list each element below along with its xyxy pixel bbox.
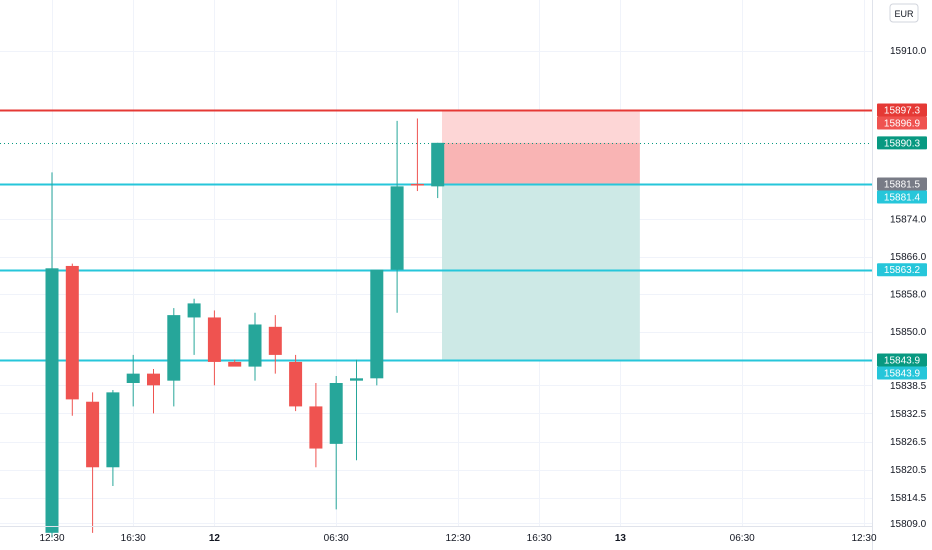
price-tick-label: 15820.5	[890, 465, 927, 476]
price-tick-label: 15809.0	[890, 519, 927, 530]
time-tick-label: 12:30	[39, 533, 64, 544]
candle[interactable]	[431, 142, 445, 199]
candle-body[interactable]	[248, 324, 262, 367]
price-badge-bg	[877, 263, 927, 277]
candle-body[interactable]	[126, 373, 140, 383]
candle[interactable]	[187, 298, 201, 355]
price-badge: 15863.2	[877, 263, 927, 277]
time-tick-label: 13	[615, 533, 627, 544]
candles-layer[interactable]	[45, 118, 445, 538]
candle-body[interactable]	[410, 184, 424, 186]
price-badge: 15897.3	[877, 103, 927, 117]
price-tick-label: 15910.0	[890, 46, 927, 57]
candle-body[interactable]	[350, 378, 363, 381]
price-badge-label: 15881.4	[884, 193, 921, 204]
price-badge-label: 15881.5	[884, 180, 921, 191]
candle[interactable]	[147, 368, 160, 414]
candle-body[interactable]	[329, 383, 343, 444]
candle[interactable]	[268, 315, 282, 374]
currency-label-box[interactable]: EUR	[889, 3, 919, 23]
time-tick-label: 12	[209, 533, 221, 544]
price-badge-bg	[877, 190, 927, 204]
candle-body[interactable]	[370, 269, 384, 379]
price-badge-label: 15896.9	[884, 119, 921, 130]
price-badges: 15897.3 15896.9 15890.3 15881.5 15881.4 15863…	[877, 103, 927, 380]
time-tick-label: 12:30	[445, 533, 470, 544]
price-tick-label: 15832.5	[890, 409, 927, 420]
candle[interactable]	[207, 310, 221, 386]
price-badge-label: 15843.9	[884, 356, 921, 367]
time-tick-label: 12:30	[851, 533, 876, 544]
candle[interactable]	[329, 375, 343, 510]
price-badge: 15881.5	[877, 177, 927, 191]
grid-layer	[0, 0, 872, 526]
take-profit-zone[interactable]	[442, 184, 640, 361]
price-badge-bg	[877, 103, 927, 117]
candle[interactable]	[86, 392, 100, 533]
candle[interactable]	[350, 359, 363, 461]
price-badge-bg	[877, 353, 927, 367]
currency-label: EUR	[894, 9, 914, 19]
price-badge-bg	[877, 366, 927, 380]
candle-body[interactable]	[187, 303, 201, 318]
price-badge-label: 15863.2	[884, 265, 921, 276]
candle[interactable]	[65, 263, 79, 416]
time-tick-label: 06:30	[324, 533, 349, 544]
candle-body[interactable]	[167, 315, 181, 381]
price-tick-label: 15814.5	[890, 493, 927, 504]
price-tick-label: 15858.0	[890, 290, 927, 301]
price-tick-label: 15850.0	[890, 327, 927, 338]
price-badge-label: 15897.3	[884, 106, 921, 117]
candle-body[interactable]	[106, 392, 120, 468]
price-badge-bg	[877, 177, 927, 191]
candle-body[interactable]	[268, 326, 282, 355]
candle-body[interactable]	[431, 142, 445, 187]
candle-body[interactable]	[309, 406, 323, 449]
candle[interactable]	[410, 118, 424, 192]
price-badge: 15896.9	[877, 116, 927, 130]
candle[interactable]	[289, 354, 303, 412]
stop-loss-zone-upper[interactable]	[442, 110, 640, 143]
candle-body[interactable]	[65, 265, 79, 400]
candle[interactable]	[248, 312, 262, 381]
candle[interactable]	[370, 269, 384, 386]
price-badge-label: 15843.9	[884, 369, 921, 380]
candle-body[interactable]	[147, 373, 160, 386]
candle-body[interactable]	[289, 361, 303, 407]
candle[interactable]	[390, 120, 404, 313]
price-tick-label: 15874.0	[890, 215, 927, 226]
candle-body[interactable]	[45, 268, 59, 533]
candle[interactable]	[167, 308, 181, 407]
open-loss-zone[interactable]	[442, 142, 640, 185]
price-badge: 15881.4	[877, 190, 927, 204]
time-tick-label: 06:30	[730, 533, 755, 544]
candle[interactable]	[126, 354, 140, 407]
price-badge: 15843.9	[877, 353, 927, 367]
price-tick-label: 15838.5	[890, 381, 927, 392]
candle-body[interactable]	[390, 186, 404, 270]
position-zones[interactable]	[442, 110, 640, 361]
price-badge-bg	[877, 136, 927, 150]
candle[interactable]	[45, 172, 59, 538]
time-tick-label: 16:30	[527, 533, 552, 544]
candle[interactable]	[228, 359, 242, 367]
candle-body[interactable]	[228, 361, 242, 367]
candle-body[interactable]	[86, 401, 100, 468]
candle-body[interactable]	[207, 317, 221, 362]
price-badge: 15890.3	[877, 136, 927, 150]
price-tick-label: 15826.5	[890, 437, 927, 448]
price-tick-label: 15866.0	[890, 252, 927, 263]
price-badge-label: 15890.3	[884, 138, 921, 149]
price-badge: 15843.9	[877, 366, 927, 380]
candle[interactable]	[106, 390, 120, 486]
time-tick-label: 16:30	[121, 533, 146, 544]
price-badge-bg	[877, 116, 927, 130]
candle[interactable]	[309, 383, 323, 468]
